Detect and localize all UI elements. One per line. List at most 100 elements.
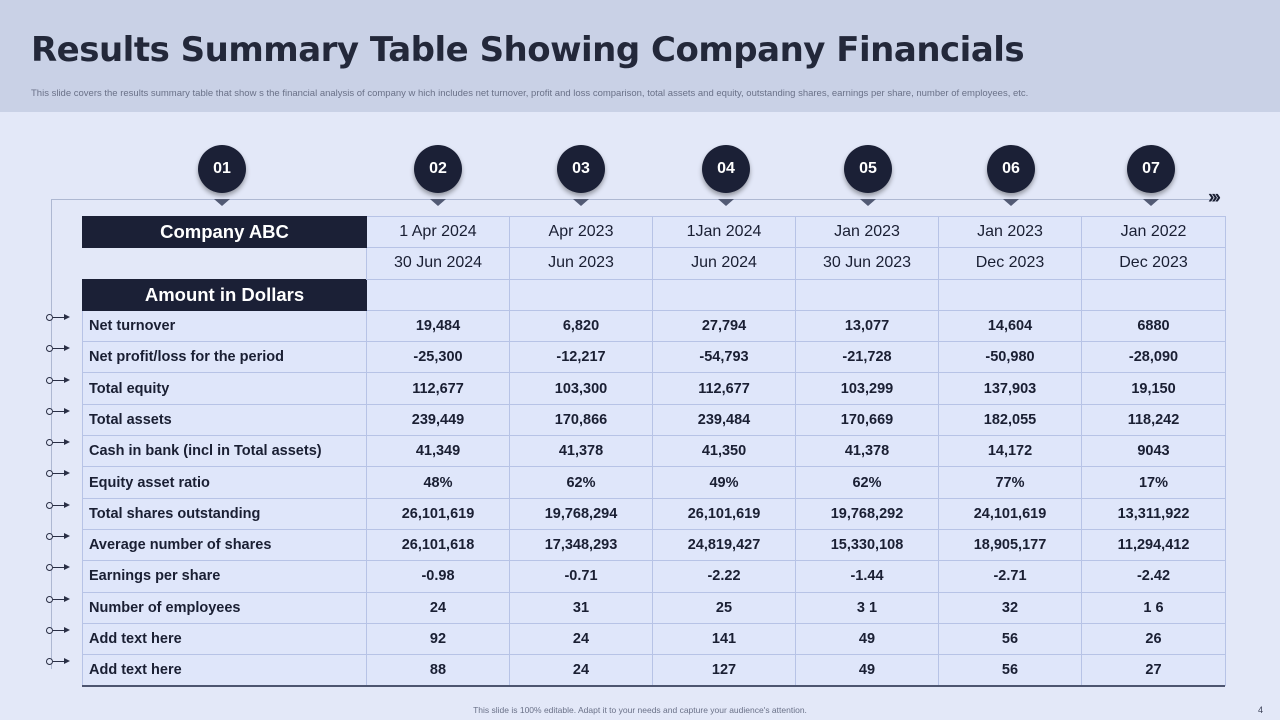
table-cell: 24: [509, 622, 653, 656]
table-cell: 56: [938, 654, 1082, 687]
table-header-row-end: 30 Jun 2024 Jun 2023 Jun 2024 30 Jun 2023 De…: [82, 247, 1226, 280]
empty-cell: [938, 278, 1082, 311]
table-cell: 17%: [1081, 466, 1226, 499]
page-title: Results Summary Table Showing Company Fi…: [31, 30, 1025, 70]
table-cell: 26,101,619: [366, 497, 510, 530]
page-subtitle: This slide covers the results summary ta…: [31, 88, 1029, 99]
row-label: Add text here: [82, 654, 367, 687]
row-arrow-icon: [46, 625, 74, 635]
table-cell: 15,330,108: [795, 528, 939, 562]
period-end-cell: Jun 2024: [652, 247, 796, 280]
table-cell: 19,150: [1081, 372, 1226, 405]
table-cell: 17,348,293: [509, 528, 653, 562]
table-cell: 32: [938, 591, 1082, 624]
row-arrow-icon: [46, 343, 74, 353]
empty-cell: [652, 278, 796, 311]
table-cell: 49%: [652, 466, 796, 499]
table-cell: 24,101,619: [938, 497, 1082, 530]
period-end-cell: Jun 2023: [509, 247, 653, 280]
step-circle-03: 03: [557, 145, 605, 193]
step-pointer-icon: [860, 199, 876, 206]
row-label: Net turnover: [82, 309, 367, 343]
page-number: 4: [1258, 705, 1264, 715]
step-pointer-icon: [214, 199, 230, 206]
table-cell: 26: [1081, 622, 1226, 656]
table-cell: -28,090: [1081, 341, 1226, 374]
row-arrow-icon: [46, 312, 74, 322]
table-amount-row: Amount in Dollars: [82, 278, 1226, 311]
row-label: Earnings per share: [82, 560, 367, 593]
company-label: Company ABC: [82, 215, 367, 249]
table-row: Add text here 92 24 141 49 56 26: [82, 622, 1226, 656]
row-arrow-icon: [46, 562, 74, 572]
table-bottom-rule: [82, 685, 1225, 687]
period-start-cell: 1 Apr 2024: [366, 215, 510, 249]
table-cell: 27,794: [652, 309, 796, 343]
table-row: Total shares outstanding 26,101,619 19,768…: [82, 497, 1226, 530]
table-cell: 48%: [366, 466, 510, 499]
timeline-vertical-line: [51, 199, 52, 669]
period-start-cell: Jan 2022: [1081, 215, 1226, 249]
table-cell: -2.42: [1081, 560, 1226, 593]
table-row: Average number of shares 26,101,618 17,348…: [82, 528, 1226, 562]
empty-cell: [82, 247, 367, 280]
row-label: Number of employees: [82, 591, 367, 624]
table-cell: 239,484: [652, 403, 796, 437]
table-cell: 19,484: [366, 309, 510, 343]
table-cell: 14,172: [938, 435, 1082, 468]
empty-cell: [1081, 278, 1226, 311]
row-arrow-icon: [46, 594, 74, 604]
table-cell: 6,820: [509, 309, 653, 343]
table-cell: 19,768,292: [795, 497, 939, 530]
table-cell: 92: [366, 622, 510, 656]
table-cell: 31: [509, 591, 653, 624]
period-start-cell: Jan 2023: [795, 215, 939, 249]
table-cell: -0.98: [366, 560, 510, 593]
row-arrow-icon: [46, 468, 74, 478]
table-cell: -2.71: [938, 560, 1082, 593]
table-cell: 77%: [938, 466, 1082, 499]
table-row: Earnings per share -0.98 -0.71 -2.22 -1.44 -2…: [82, 560, 1226, 593]
row-label: Average number of shares: [82, 528, 367, 562]
financials-table-wrapper: Company ABC 1 Apr 2024 Apr 2023 1Jan 2024 Ja…: [82, 215, 1226, 687]
step-pointer-icon: [1143, 199, 1159, 206]
table-cell: 24: [366, 591, 510, 624]
table-cell: 127: [652, 654, 796, 687]
table-cell: 62%: [509, 466, 653, 499]
table-cell: 62%: [795, 466, 939, 499]
table-cell: 41,350: [652, 435, 796, 468]
table-cell: 1 6: [1081, 591, 1226, 624]
table-cell: 118,242: [1081, 403, 1226, 437]
empty-cell: [509, 278, 653, 311]
table-cell: -21,728: [795, 341, 939, 374]
step-circle-06: 06: [987, 145, 1035, 193]
step-circle-02: 02: [414, 145, 462, 193]
table-cell: 141: [652, 622, 796, 656]
row-label: Net profit/loss for the period: [82, 341, 367, 374]
period-end-cell: 30 Jun 2023: [795, 247, 939, 280]
row-arrow-icon: [46, 406, 74, 416]
table-cell: 41,378: [795, 435, 939, 468]
step-circle-05: 05: [844, 145, 892, 193]
financials-table: Company ABC 1 Apr 2024 Apr 2023 1Jan 2024 Ja…: [82, 215, 1226, 687]
table-cell: 49: [795, 654, 939, 687]
empty-cell: [795, 278, 939, 311]
row-label: Equity asset ratio: [82, 466, 367, 499]
row-arrow-icon: [46, 375, 74, 385]
table-cell: 9043: [1081, 435, 1226, 468]
table-cell: 170,866: [509, 403, 653, 437]
table-cell: 13,311,922: [1081, 497, 1226, 530]
table-header-row-start: Company ABC 1 Apr 2024 Apr 2023 1Jan 2024 Ja…: [82, 215, 1226, 249]
table-row: Net profit/loss for the period -25,300 -12…: [82, 341, 1226, 374]
table-cell: 27: [1081, 654, 1226, 687]
table-cell: 19,768,294: [509, 497, 653, 530]
table-cell: 25: [652, 591, 796, 624]
step-pointer-icon: [1003, 199, 1019, 206]
table-cell: 18,905,177: [938, 528, 1082, 562]
table-cell: 112,677: [366, 372, 510, 405]
timeline-line: [51, 199, 1210, 200]
table-cell: 103,300: [509, 372, 653, 405]
step-circle-07: 07: [1127, 145, 1175, 193]
table-cell: -54,793: [652, 341, 796, 374]
table-cell: 49: [795, 622, 939, 656]
